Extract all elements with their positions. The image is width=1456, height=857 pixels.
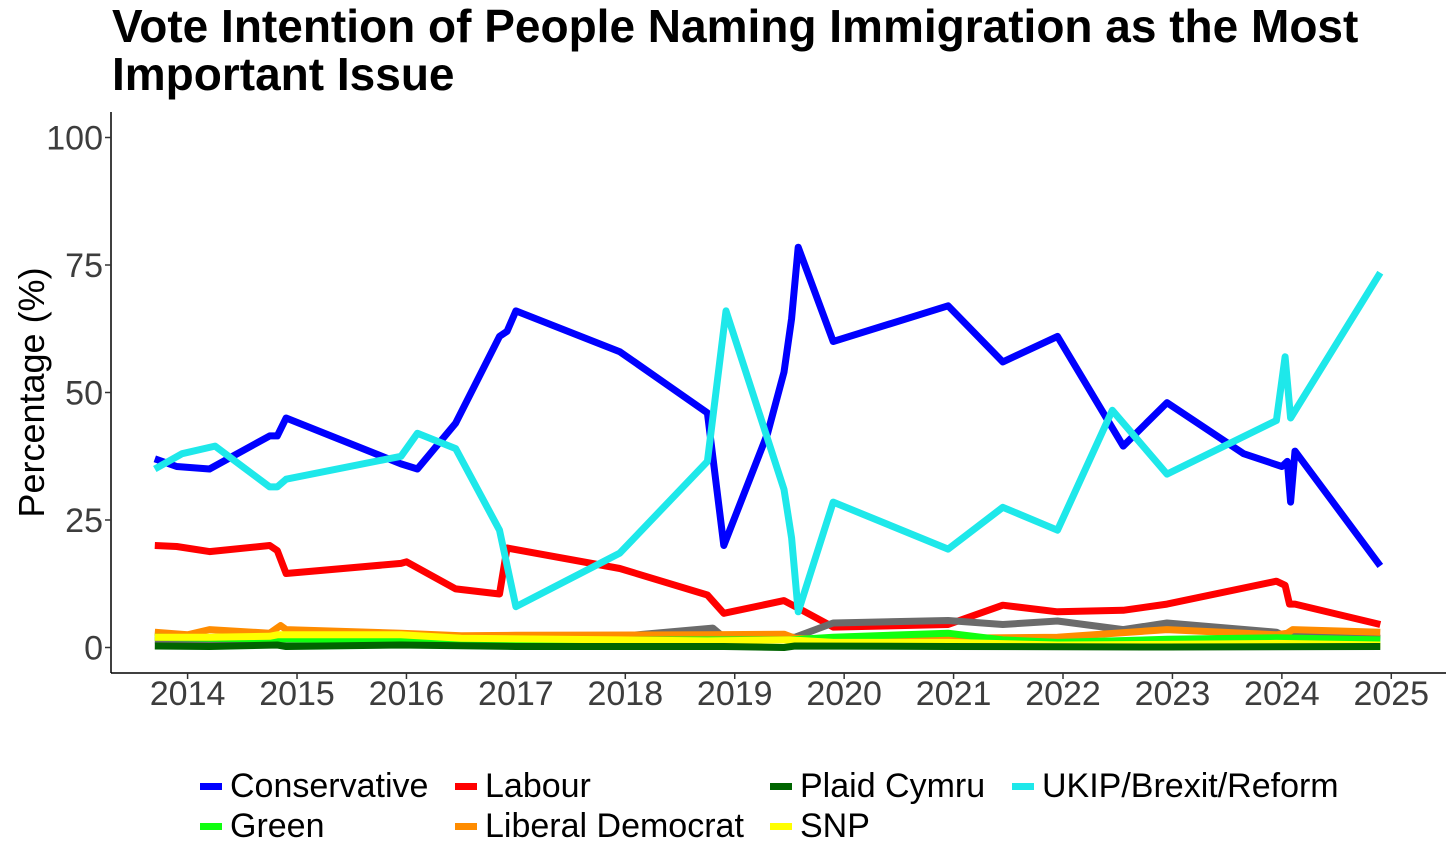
legend-label: Labour: [485, 766, 591, 805]
x-tick-label: 2018: [587, 675, 663, 713]
legend-key-swatch: [200, 782, 222, 790]
legend-label: UKIP/Brexit/Reform: [1042, 766, 1339, 805]
legend-label: Conservative: [230, 766, 429, 805]
legend-key-swatch: [455, 782, 477, 790]
x-tick-label: 2020: [806, 675, 882, 713]
x-tick-label: 2021: [916, 675, 992, 713]
y-axis-title: Percentage (%): [11, 267, 52, 517]
series-line-liberal-democrat: [154, 622, 1381, 644]
legend-row: Conservative Labour Plaid Cymru UKIP/Brexit…: [200, 766, 1420, 806]
series-line-ukip-brexit-reform: [153, 270, 1384, 616]
legend-key-swatch: [200, 822, 222, 830]
legend-key-swatch: [455, 822, 477, 830]
x-tick-label: 2024: [1244, 675, 1320, 713]
y-tick-label: 100: [46, 120, 103, 158]
legend-item: Plaid Cymru: [770, 766, 985, 806]
x-tick-label: 2023: [1135, 675, 1211, 713]
series-line-labour: [154, 542, 1382, 631]
legend-key-swatch: [770, 822, 792, 830]
x-tick-label: 2019: [697, 675, 773, 713]
legend-item: Labour: [455, 766, 591, 806]
legend-item: Conservative: [200, 766, 428, 806]
x-tick-label: 2015: [259, 675, 335, 713]
series-line-green: [154, 629, 1381, 646]
legend-item: SNP: [770, 806, 870, 846]
x-tick-label: 2017: [478, 675, 554, 713]
legend-key-swatch: [1012, 782, 1034, 790]
x-tick-label: 2016: [369, 675, 445, 713]
chart-legend: Conservative Labour Plaid Cymru UKIP/Brexit…: [200, 766, 1420, 846]
series-line-conservative: [153, 243, 1384, 568]
legend-label: Green: [230, 806, 325, 845]
chart-title: Vote Intention of People Naming Immigrat…: [112, 0, 1359, 100]
y-tick-label: 0: [84, 630, 103, 668]
legend-item: UKIP/Brexit/Reform: [1012, 766, 1339, 806]
y-tick-label: 75: [65, 247, 103, 285]
legend-label: Liberal Democrat: [485, 806, 744, 845]
legend-row: Green Liberal Democrat SNP: [200, 806, 1420, 846]
series-line-plaid-cymru: [154, 641, 1381, 651]
legend-item: Green: [200, 806, 325, 846]
y-tick-label: 25: [65, 502, 103, 540]
y-tick-label: 50: [65, 375, 103, 413]
x-tick-label: 2014: [150, 675, 226, 713]
legend-key-swatch: [770, 782, 792, 790]
x-tick-label: 2025: [1353, 675, 1429, 713]
x-tick-label: 2022: [1025, 675, 1101, 713]
legend-label: Plaid Cymru: [800, 766, 986, 805]
legend-label: SNP: [800, 806, 870, 845]
legend-item: Liberal Democrat: [455, 806, 744, 846]
